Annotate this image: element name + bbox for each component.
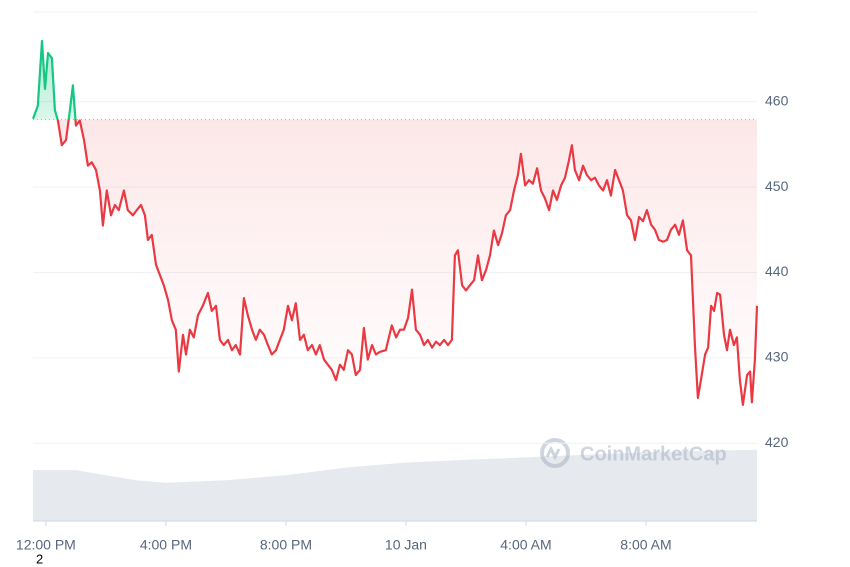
- y-tick-label: 450: [765, 178, 789, 194]
- x-tick-label: 8:00 PM: [260, 537, 312, 553]
- price-area: [33, 41, 757, 405]
- x-tick-label: 4:00 AM: [500, 537, 551, 553]
- volume-area: [33, 449, 757, 521]
- footnote: 2: [36, 551, 43, 566]
- watermark-text: CoinMarketCap: [580, 443, 727, 465]
- x-tick-label: 4:00 PM: [140, 537, 192, 553]
- y-tick-label: 460: [765, 92, 789, 108]
- y-tick-label: 440: [765, 263, 789, 279]
- x-tick-label: 10 Jan: [385, 537, 427, 553]
- y-tick-label: 430: [765, 349, 789, 365]
- y-tick-label: 420: [765, 434, 789, 450]
- watermark: CoinMarketCap: [540, 438, 727, 468]
- x-tick-label: 8:00 AM: [620, 537, 671, 553]
- price-line: [31, 39, 759, 406]
- x-tick-label: 12:00 PM: [16, 537, 76, 553]
